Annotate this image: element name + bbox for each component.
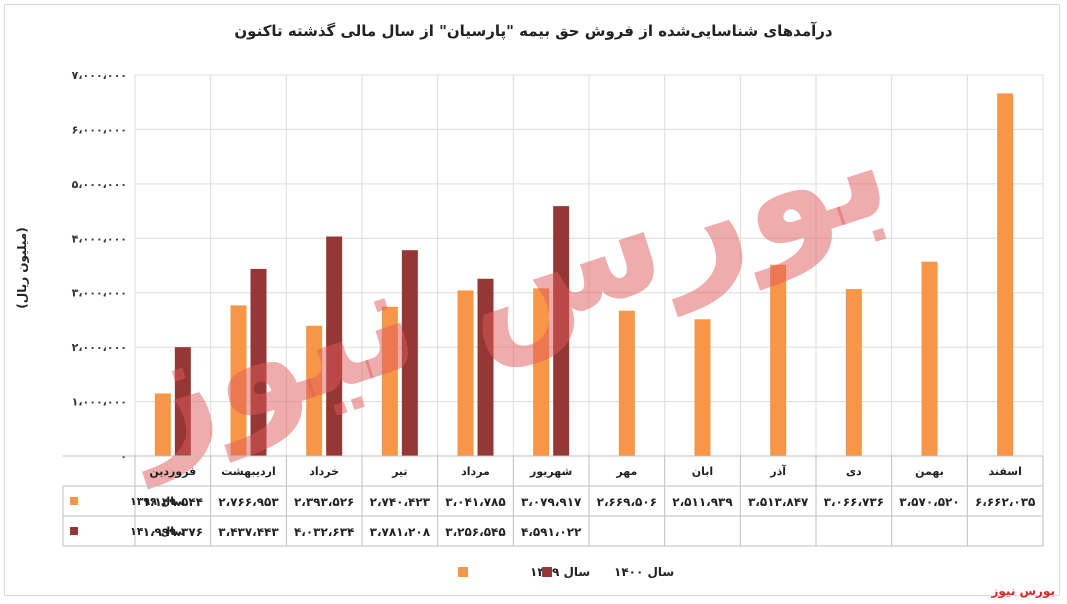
bar-1399: [381, 306, 398, 456]
bar-1399: [306, 325, 323, 456]
category-label: آذر: [769, 464, 786, 478]
bar-1400: [250, 268, 267, 456]
category-label: مرداد: [461, 465, 490, 478]
data-label: ۱،۱۴۹،۵۴۴: [143, 495, 203, 509]
data-label: ۲،۳۹۳،۵۲۶: [294, 495, 354, 509]
data-label: ۳،۲۵۶،۵۴۵: [445, 525, 505, 539]
data-label: ۳،۵۷۰،۵۲۰: [899, 495, 959, 509]
data-label: ۲،۷۴۰،۴۲۳: [370, 495, 431, 509]
y-tick-label: ۵،۰۰۰،۰۰۰: [72, 178, 127, 191]
row-label-1400: سال ۱۴۰۰: [130, 525, 185, 538]
bar-1399: [457, 290, 474, 456]
data-label: ۳،۰۴۱،۷۸۵: [445, 495, 505, 509]
bar-1399: [230, 305, 247, 456]
bar-1399: [694, 319, 711, 456]
data-label: ۳،۴۳۷،۴۴۳: [218, 525, 279, 539]
row-key-1399: [70, 497, 78, 505]
category-label: خرداد: [309, 465, 339, 478]
y-tick-label: ۳،۰۰۰،۰۰۰: [72, 287, 127, 300]
bar-1399: [770, 264, 787, 456]
bar-1400: [477, 278, 494, 456]
category-label: ابان: [692, 465, 713, 478]
y-tick-label: ۴،۰۰۰،۰۰۰: [72, 232, 127, 245]
row-key-1400: [70, 527, 78, 535]
category-label: شهریور: [529, 465, 572, 478]
legend-label-1400: سال ۱۴۰۰: [614, 565, 674, 579]
bar-1399: [997, 93, 1014, 456]
chart-frame: [4, 4, 1060, 596]
watermark-text: بورس نیوز: [93, 76, 909, 490]
bar-1400: [553, 206, 570, 456]
bar-1399: [154, 393, 171, 456]
brand-label: بورس نیوز: [991, 584, 1055, 598]
bar-1399: [845, 289, 862, 456]
category-label: تیر: [391, 465, 407, 478]
data-label: ۴،۰۳۲،۶۳۴: [294, 525, 354, 539]
data-label: ۳،۰۷۹،۹۱۷: [521, 495, 582, 509]
bar-1400: [326, 236, 343, 456]
y-tick-label: ۶،۰۰۰،۰۰۰: [72, 123, 127, 136]
legend-swatch-1400: [542, 567, 552, 577]
category-label: فروردین: [149, 465, 196, 478]
category-label: اردیبهشت: [221, 465, 275, 478]
data-label: ۱،۹۹۹،۳۷۶: [143, 525, 203, 539]
category-label: اسفند: [988, 465, 1021, 478]
data-label: ۶،۶۶۲،۰۳۵: [975, 495, 1035, 509]
legend-swatch-1399: [458, 567, 468, 577]
bar-1399: [533, 288, 550, 456]
y-tick-label: ۱،۰۰۰،۰۰۰: [72, 396, 127, 409]
category-label: بهمن: [915, 465, 944, 478]
bar-1400: [401, 250, 418, 456]
data-label: ۴،۵۹۱،۰۲۲: [521, 525, 582, 539]
bar-1400: [174, 347, 191, 456]
data-label: ۳،۷۸۱،۲۰۸: [370, 525, 431, 539]
chart-title: درآمدهای شناسایی‌شده از فروش حق بیمه "پا…: [234, 22, 833, 40]
row-label-1399: سال ۱۳۹۹: [130, 495, 185, 508]
y-tick-label: ۲،۰۰۰،۰۰۰: [72, 341, 127, 354]
data-label: ۳،۰۶۶،۷۳۶: [824, 495, 884, 509]
legend-label-1399: سال ۱۳۹۹: [530, 565, 590, 579]
category-label: مهر: [615, 465, 637, 478]
bar-1399: [921, 261, 938, 456]
y-tick-label: ۷،۰۰۰،۰۰۰: [72, 69, 127, 82]
data-label: ۳،۵۱۳،۸۴۷: [748, 495, 809, 509]
data-label: ۲،۶۶۹،۵۰۶: [597, 495, 657, 509]
data-label: ۲،۵۱۱،۹۳۹: [672, 495, 733, 509]
data-label: ۲،۷۶۶،۹۵۳: [218, 495, 279, 509]
bar-1399: [618, 310, 635, 456]
category-label: دی: [846, 465, 862, 478]
